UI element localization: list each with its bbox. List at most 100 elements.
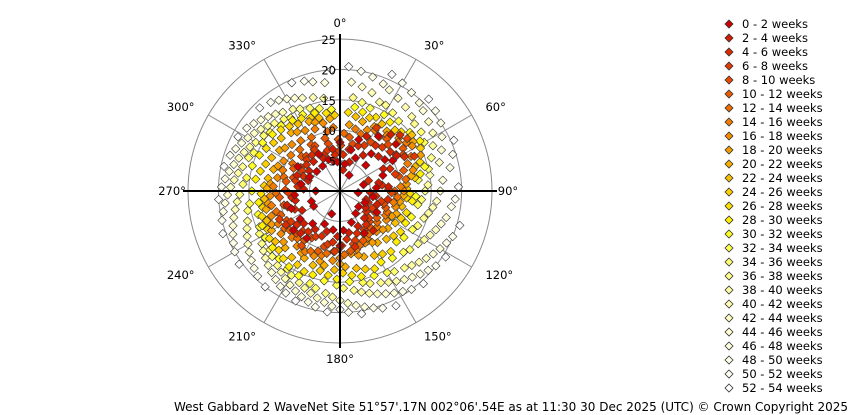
data-point xyxy=(428,141,438,151)
data-point xyxy=(235,189,245,200)
legend-marker xyxy=(724,144,734,155)
data-point xyxy=(386,129,396,140)
data-point xyxy=(372,289,383,299)
legend-label: 32 - 34 weeks xyxy=(742,241,823,255)
data-point xyxy=(428,249,438,259)
legend-marker xyxy=(724,270,734,281)
data-point xyxy=(415,169,425,179)
legend-label: 0 - 2 weeks xyxy=(742,17,808,31)
data-point xyxy=(314,103,325,114)
footer-credit: West Gabbard 2 WaveNet Site 51°57'.17N 0… xyxy=(173,400,848,414)
legend-marker xyxy=(724,116,734,127)
data-point xyxy=(413,220,423,231)
data-point xyxy=(436,118,446,128)
data-point xyxy=(377,249,388,259)
data-point xyxy=(372,217,382,227)
data-point xyxy=(266,225,277,236)
data-point xyxy=(350,153,361,163)
data-point xyxy=(409,119,420,129)
data-point xyxy=(415,269,425,279)
data-point xyxy=(428,128,438,138)
data-point xyxy=(373,151,384,162)
data-point xyxy=(400,218,411,228)
data-point xyxy=(327,144,338,154)
data-point xyxy=(267,251,277,262)
data-point xyxy=(319,276,329,286)
data-point xyxy=(242,223,252,234)
legend-item: 38 - 40 weeks xyxy=(724,283,823,297)
data-point xyxy=(368,72,378,82)
data-point xyxy=(346,217,357,228)
legend-label: 10 - 12 weeks xyxy=(742,87,823,101)
data-point xyxy=(297,205,307,215)
data-point xyxy=(282,94,292,104)
data-point xyxy=(327,292,338,302)
data-point xyxy=(387,253,398,263)
data-point xyxy=(378,170,388,181)
data-point xyxy=(220,198,230,208)
data-point xyxy=(228,221,238,231)
data-point xyxy=(245,142,255,152)
data-point xyxy=(343,298,353,308)
legend-item: 6 - 8 weeks xyxy=(724,59,823,73)
data-point xyxy=(308,270,318,280)
data-point xyxy=(228,229,238,239)
data-point xyxy=(407,141,417,151)
legend-label: 50 - 52 weeks xyxy=(742,367,823,381)
data-point xyxy=(381,215,392,225)
data-point xyxy=(296,136,306,146)
data-point xyxy=(344,277,355,287)
data-point xyxy=(409,151,420,161)
data-point xyxy=(218,229,228,239)
data-point xyxy=(379,110,389,120)
data-point xyxy=(290,296,301,306)
data-point xyxy=(428,202,438,212)
angular-tick-label: 30° xyxy=(424,39,444,53)
data-point xyxy=(344,157,355,167)
data-point xyxy=(352,228,362,238)
data-point xyxy=(276,267,286,277)
data-point xyxy=(267,153,277,163)
data-point xyxy=(381,100,391,110)
data-point xyxy=(346,77,357,87)
data-point xyxy=(349,285,359,295)
legend-label: 16 - 18 weeks xyxy=(742,129,823,143)
data-point xyxy=(328,237,338,247)
data-point xyxy=(225,150,235,160)
legend-label: 44 - 46 weeks xyxy=(742,325,823,339)
legend-marker xyxy=(724,200,734,211)
angular-tick-label: 90° xyxy=(498,184,518,198)
data-point xyxy=(310,108,320,118)
data-point xyxy=(297,93,308,103)
data-point xyxy=(258,138,268,148)
data-point xyxy=(357,97,367,108)
data-point xyxy=(249,128,259,138)
data-point xyxy=(340,159,350,169)
data-point xyxy=(305,278,315,289)
data-point xyxy=(339,128,349,139)
angular-tick-label: 270° xyxy=(158,184,186,198)
data-point xyxy=(261,204,271,215)
data-point xyxy=(378,79,388,89)
data-point xyxy=(344,120,354,130)
data-point xyxy=(343,307,354,317)
data-point xyxy=(416,127,426,137)
data-point xyxy=(274,95,284,105)
data-point xyxy=(302,233,312,243)
angular-tick-label: 120° xyxy=(485,268,513,282)
data-point xyxy=(435,244,445,254)
data-point xyxy=(282,200,292,210)
data-point xyxy=(312,166,322,177)
legend-marker xyxy=(724,60,734,71)
data-point xyxy=(448,149,458,159)
legend-item: 30 - 32 weeks xyxy=(724,227,823,241)
data-point xyxy=(313,246,323,256)
data-point xyxy=(322,307,332,317)
legend-item: 12 - 14 weeks xyxy=(724,101,823,115)
radial-tick-label: 5 xyxy=(329,155,336,169)
data-point xyxy=(243,133,253,143)
data-point xyxy=(255,103,265,113)
legend-marker xyxy=(724,340,734,351)
data-point xyxy=(356,287,367,297)
data-point xyxy=(284,261,294,272)
